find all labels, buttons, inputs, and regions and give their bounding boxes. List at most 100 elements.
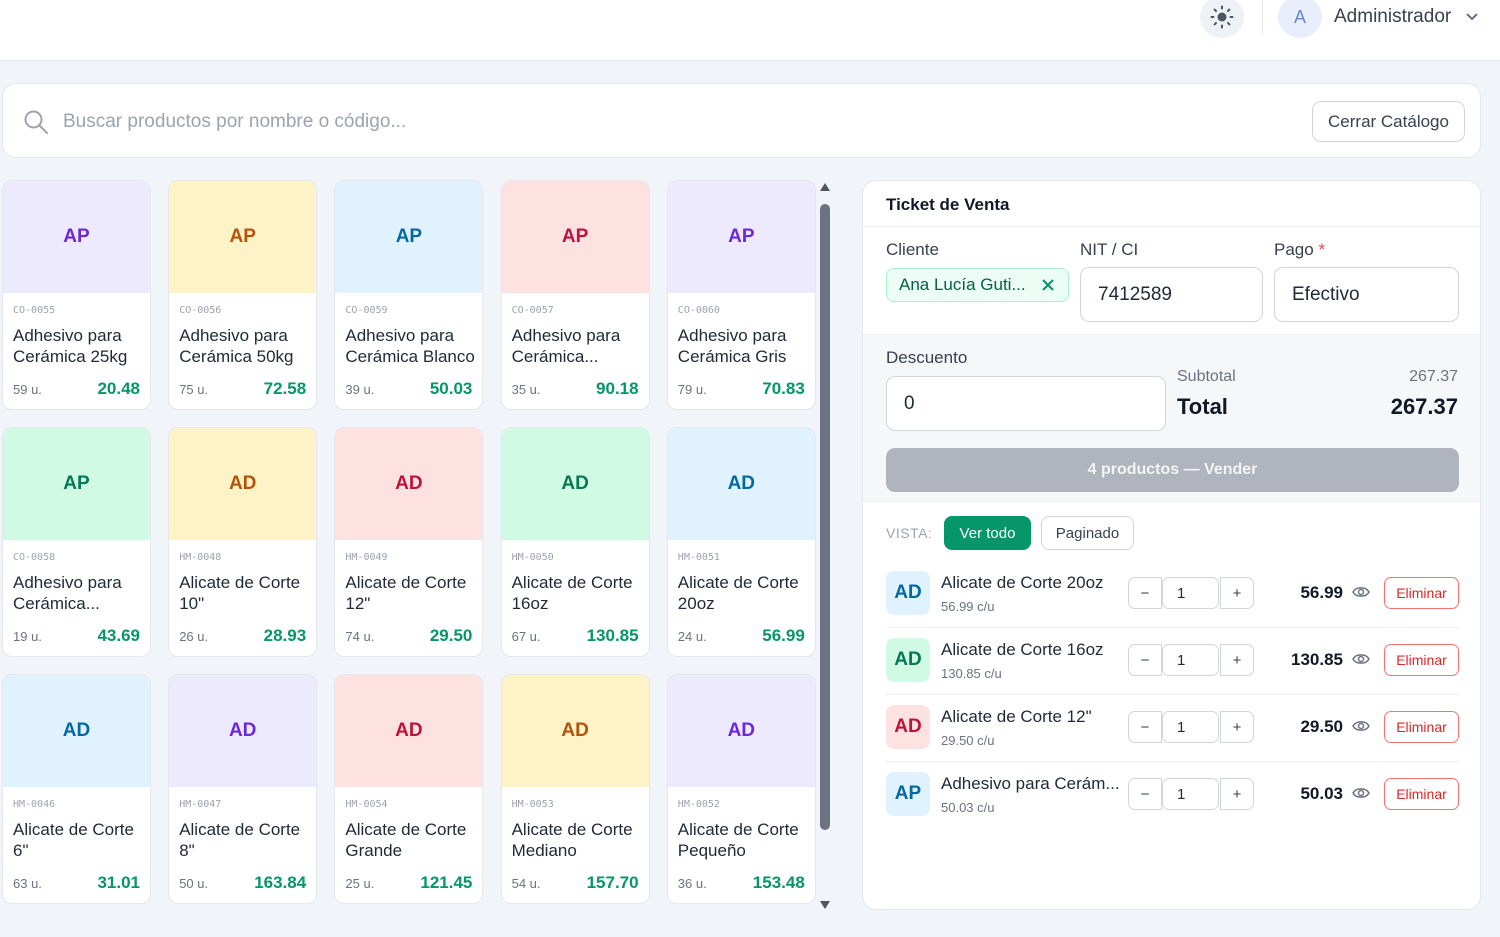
- product-name: Alicate de Corte Mediano: [511, 820, 633, 860]
- client-chip[interactable]: Ana Lucía Guti...: [886, 268, 1069, 302]
- search-input[interactable]: [63, 104, 1263, 140]
- discount-field[interactable]: [886, 376, 1166, 431]
- product-code: HM-0047: [179, 799, 222, 810]
- product-card[interactable]: AD HM-0049 Alicate de Corte 12" 74 u. 29.50: [334, 427, 484, 657]
- delete-line-button[interactable]: Eliminar: [1384, 644, 1459, 676]
- product-code: HM-0053: [511, 799, 554, 810]
- product-card[interactable]: AP CO-0060 Adhesivo para Cerámica Gris 79 u…: [666, 180, 816, 410]
- product-name: Alicate de Corte Pequeño: [677, 820, 799, 860]
- product-card[interactable]: AP CO-0055 Adhesivo para Cerámica 25kg 59 u…: [2, 180, 151, 410]
- product-name: Alicate de Corte 16oz: [511, 573, 633, 613]
- quantity-input[interactable]: [1162, 577, 1219, 609]
- product-initials-tile: AP: [667, 181, 815, 293]
- required-marker: *: [1318, 240, 1326, 259]
- product-initials-tile: AP: [3, 428, 150, 540]
- product-initials-tile: AD: [667, 428, 815, 540]
- view-paged-button[interactable]: Paginado: [1041, 516, 1134, 550]
- delete-line-button[interactable]: Eliminar: [1384, 778, 1459, 810]
- line-unit-price: 50.03 c/u: [941, 800, 995, 815]
- product-card[interactable]: AD HM-0052 Alicate de Corte Pequeño 36 u. 15…: [666, 674, 816, 904]
- quantity-input[interactable]: [1162, 644, 1219, 676]
- product-stock: 79 u.: [677, 382, 707, 397]
- eye-icon[interactable]: [1352, 719, 1370, 733]
- quantity-increase-button[interactable]: +: [1220, 577, 1254, 609]
- line-initials-badge: AP: [886, 772, 930, 816]
- line-initials-badge: AD: [886, 705, 930, 749]
- product-stock: 24 u.: [677, 629, 707, 644]
- product-stock: 36 u.: [677, 876, 707, 891]
- scroll-down-arrow-icon[interactable]: [819, 900, 831, 910]
- user-name[interactable]: Administrador: [1334, 6, 1452, 27]
- ticket-line-item: AP Adhesivo para Cerám... 50.03 c/u − +50.03…: [886, 762, 1459, 829]
- sale-ticket-panel: Ticket de Venta Cliente Ana Lucía Guti..…: [862, 180, 1481, 910]
- quantity-increase-button[interactable]: +: [1220, 644, 1254, 676]
- scroll-thumb[interactable]: [820, 204, 830, 830]
- avatar[interactable]: A: [1278, 0, 1322, 38]
- client-name: Ana Lucía Guti...: [899, 275, 1026, 294]
- eye-icon[interactable]: [1352, 786, 1370, 800]
- product-stock: 63 u.: [13, 876, 42, 891]
- theme-toggle-button[interactable]: [1200, 0, 1244, 38]
- product-initials-tile: AP: [3, 181, 150, 293]
- line-initials-badge: AD: [886, 638, 930, 682]
- product-price: 43.69: [97, 626, 140, 645]
- product-code: HM-0052: [677, 799, 720, 810]
- product-card[interactable]: AD HM-0047 Alicate de Corte 8" 50 u. 163.84: [168, 674, 318, 904]
- quantity-decrease-button[interactable]: −: [1128, 711, 1162, 743]
- product-name: Alicate de Corte 20oz: [677, 573, 799, 613]
- product-initials-tile: AD: [501, 428, 649, 540]
- nit-label: NIT / CI: [1080, 240, 1139, 259]
- product-card[interactable]: AP CO-0059 Adhesivo para Cerámica Blanco 39…: [334, 180, 484, 410]
- eye-icon[interactable]: [1352, 585, 1370, 599]
- product-initials-tile: AD: [169, 675, 317, 787]
- quantity-decrease-button[interactable]: −: [1128, 778, 1162, 810]
- total-label: Total: [1177, 394, 1228, 419]
- scroll-up-arrow-icon[interactable]: [819, 182, 831, 192]
- product-price: 90.18: [596, 379, 639, 398]
- product-name: Alicate de Corte 8": [179, 820, 301, 860]
- product-code: HM-0046: [13, 799, 56, 810]
- sell-button[interactable]: 4 productos — Vender: [886, 448, 1459, 492]
- quantity-input[interactable]: [1162, 711, 1219, 743]
- ticket-divider: [863, 226, 1480, 227]
- line-product-name: Adhesivo para Cerám...: [941, 774, 1120, 793]
- quantity-decrease-button[interactable]: −: [1128, 644, 1162, 676]
- product-card[interactable]: AD HM-0053 Alicate de Corte Mediano 54 u. 15…: [500, 674, 650, 904]
- line-total: 29.50: [1300, 717, 1343, 736]
- line-unit-price: 130.85 c/u: [941, 666, 1002, 681]
- product-card[interactable]: AD HM-0048 Alicate de Corte 10" 26 u. 28.93: [168, 427, 318, 657]
- quantity-increase-button[interactable]: +: [1220, 778, 1254, 810]
- product-price: 31.01: [97, 873, 140, 892]
- product-stock: 75 u.: [179, 382, 209, 397]
- line-product-name: Alicate de Corte 16oz: [941, 640, 1104, 659]
- header-divider: [1262, 0, 1263, 34]
- eye-icon[interactable]: [1352, 652, 1370, 666]
- product-card[interactable]: AD HM-0046 Alicate de Corte 6" 63 u. 31.01: [2, 674, 151, 904]
- chevron-down-icon[interactable]: [1465, 12, 1479, 22]
- delete-line-button[interactable]: Eliminar: [1384, 711, 1459, 743]
- product-card[interactable]: AD HM-0050 Alicate de Corte 16oz 67 u. 130.8…: [500, 427, 650, 657]
- product-code: CO-0056: [179, 305, 222, 316]
- ticket-line-item: AD Alicate de Corte 16oz 130.85 c/u − +130.8…: [886, 628, 1459, 695]
- delete-line-button[interactable]: Eliminar: [1384, 577, 1459, 609]
- quantity-input[interactable]: [1162, 778, 1219, 810]
- product-card[interactable]: AD HM-0051 Alicate de Corte 20oz 24 u. 56.99: [666, 427, 816, 657]
- product-card[interactable]: AP CO-0057 Adhesivo para Cerámica... 35 u. 9…: [500, 180, 650, 410]
- product-card[interactable]: AD HM-0054 Alicate de Corte Grande 25 u. 121…: [334, 674, 484, 904]
- discount-label: Descuento: [886, 348, 968, 367]
- product-card[interactable]: AP CO-0058 Adhesivo para Cerámica... 19 u. 4…: [2, 427, 151, 657]
- quantity-decrease-button[interactable]: −: [1128, 577, 1162, 609]
- product-name: Alicate de Corte Grande: [345, 820, 467, 860]
- product-initials-tile: AD: [501, 675, 649, 787]
- product-grid-scrollbar[interactable]: [818, 182, 832, 910]
- quantity-increase-button[interactable]: +: [1220, 711, 1254, 743]
- nit-field[interactable]: [1080, 267, 1263, 322]
- payment-select[interactable]: [1274, 267, 1459, 322]
- view-all-button[interactable]: Ver todo: [944, 516, 1031, 550]
- product-price: 70.83: [762, 379, 805, 398]
- product-code: CO-0057: [511, 305, 554, 316]
- product-card[interactable]: AP CO-0056 Adhesivo para Cerámica 50kg 75 u…: [168, 180, 318, 410]
- close-catalog-button[interactable]: Cerrar Catálogo: [1312, 101, 1465, 142]
- close-icon[interactable]: [1040, 277, 1056, 293]
- product-initials-tile: AD: [169, 428, 317, 540]
